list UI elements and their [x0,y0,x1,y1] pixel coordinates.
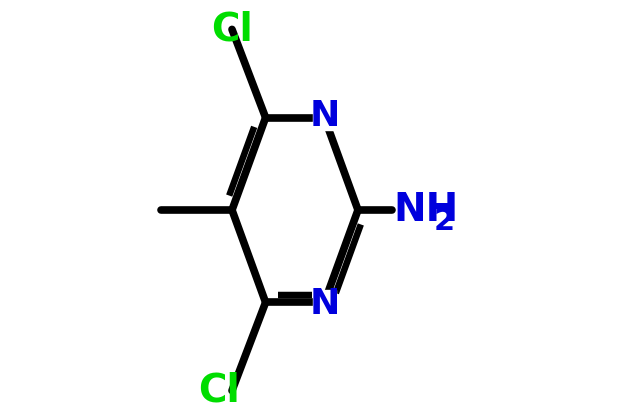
Text: Cl: Cl [198,372,240,410]
Text: 2: 2 [434,207,455,236]
Text: NH: NH [394,191,459,229]
Text: N: N [309,288,339,321]
Text: N: N [309,99,339,132]
Bar [313,290,336,319]
Text: Cl: Cl [211,10,253,48]
Bar [313,101,336,130]
